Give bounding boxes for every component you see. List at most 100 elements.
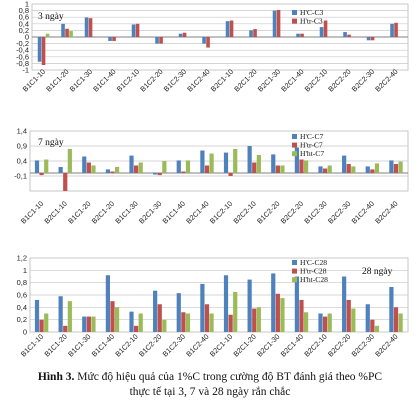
bar-h-tr-c3-b2c1-40 [300, 33, 304, 37]
bar-h-tr-c3-b1c2-30 [182, 32, 187, 37]
x-tick-label: B2C1-30 [256, 67, 282, 93]
bar-h-ht-c28-b2c1-20 [256, 307, 261, 332]
bar-h-c-c28-b1c1-20 [58, 296, 63, 332]
y-tick-label: 0,6 [19, 13, 29, 22]
x-tick-label: B2C2-10 [231, 199, 257, 225]
bar-h-ht-c7-b2c1-10 [67, 149, 72, 173]
y-tick-label: 0 [25, 33, 29, 42]
bar-h-ht-c28-b1c1-10 [44, 313, 49, 332]
x-tick-label: B2C2-40 [373, 332, 399, 358]
bar-h-c-c28-b2c1-40 [294, 276, 299, 332]
x-tick-label: B2C1-30 [255, 332, 281, 358]
bar-h-c-c3-b1c1-40 [108, 37, 112, 41]
legend-label: H'tr-C28 [300, 267, 327, 276]
bar-h-c-c3-b1c1-20 [61, 23, 65, 37]
y-tick-label: 0,2 [19, 26, 29, 35]
x-tick-label: B1C2-40 [350, 199, 376, 225]
bar-h-ht-c28-b2c2-10 [327, 313, 332, 332]
x-tick-label: B1C2-20 [255, 199, 281, 225]
bar-h-tr-c7-b2c2-40 [393, 164, 399, 173]
x-tick-label: B2C1-20 [90, 199, 116, 225]
x-tick-label: B2C1-20 [232, 67, 258, 93]
legend-label: H'ht-C28 [300, 275, 328, 284]
bar-h-tr-c7-b2c1-20 [110, 171, 115, 173]
y-tick-label: 0 [23, 328, 27, 337]
legend-label: H'tr-C7 [300, 141, 323, 150]
x-tick-label: B2C1-10 [208, 332, 234, 358]
bar-h-tr-c28-b1c1-20 [63, 325, 68, 332]
y-tick-label: 1 [25, 0, 29, 9]
bar-h-tr-c7-b1c1-20 [86, 162, 91, 173]
legend-label: H'C-C3 [300, 8, 324, 17]
bar-h-c-c7-b1c2-20 [271, 154, 276, 173]
bar-h-tr-c28-b1c2-40 [204, 304, 210, 332]
x-tick-label: B1C1-30 [113, 199, 139, 225]
y-tick-label: -0,1 [14, 172, 27, 181]
legend-swatch [292, 277, 297, 283]
legend-swatch [292, 18, 297, 24]
bar-h-ht-c28-b1c1-30 [91, 316, 96, 332]
bar-h-c-c7-b1c1-20 [82, 156, 87, 173]
x-tick-label: B2C1-10 [209, 67, 235, 93]
bar-h-tr-c7-b2c1-40 [204, 165, 210, 173]
x-tick-label: B1C2-10 [115, 67, 141, 93]
x-tick-label: B1C2-30 [302, 199, 328, 225]
x-tick-label: B2C2-30 [326, 199, 352, 225]
chart-3-days: -1-0,8-0,6-0,4-0,200,20,40,60,81B1C1-10B… [16, 0, 409, 93]
legend-swatch [292, 151, 297, 157]
x-tick-label: B2C2-10 [302, 332, 328, 358]
bar-h-ht-c28-b2c2-30 [374, 325, 380, 332]
bar-h-c-c7-b2c1-40 [200, 150, 205, 173]
bar-h-tr-c3-b1c2-10 [135, 23, 140, 37]
bar-h-tr-c3-b1c2-20 [159, 37, 163, 44]
x-tick-label: B2C1-30 [137, 199, 163, 225]
bar-h-c-c7-b2c1-30 [153, 173, 158, 175]
legend-label: H'tr-C3 [300, 17, 323, 26]
x-tick-label: B2C2-30 [350, 67, 376, 93]
chart-title: 28 ngày [362, 267, 393, 277]
y-tick-label: 0,8 [19, 6, 29, 15]
bar-h-ht-c7-b2c1-20 [114, 167, 120, 173]
x-tick-label: B1C2-10 [113, 332, 139, 358]
bar-h-c-c3-b1c2-30 [178, 33, 183, 37]
y-tick-label: -0,6 [16, 52, 29, 61]
bar-h-c-c3-b2c1-30 [272, 10, 277, 37]
y-tick-label: 0,6 [17, 291, 27, 300]
bar-h-tr-c3-b1c1-10 [41, 37, 46, 66]
bar-h-c-c28-b1c1-10 [34, 299, 40, 332]
bar-h-c-c3-b2c1-10 [225, 21, 230, 37]
legend-swatch [292, 142, 297, 148]
bar-h-tr-c7-b1c1-30 [134, 165, 139, 173]
bar-h-ht-c7-b1c1-10 [44, 159, 49, 173]
bar-h-tr-c28-b2c1-30 [275, 293, 280, 332]
chart-panel-3-days: -1 -0,8 -0,6 -0,4 -0,2 0 0,2 0,4 0,6 0,8 1 B1C1-10 B… [0, 0, 420, 126]
bar-h-ht-c7-b2c1-30 [162, 161, 167, 173]
x-tick-label: B1C1-20 [44, 67, 70, 93]
bar-h-c-c28-b2c1-20 [247, 279, 252, 332]
bar-h-tr-c3-b2c2-40 [394, 22, 398, 37]
bar-h-c-c28-b1c2-20 [153, 290, 158, 332]
x-tick-label: B1C2-40 [185, 67, 211, 93]
x-tick-label: B1C2-20 [138, 67, 164, 93]
x-tick-label: B2C2-10 [303, 67, 329, 93]
bar-h-ht-c28-b2c1-10 [233, 291, 238, 332]
bar-h-ht-c7-b1c1-40 [185, 160, 191, 173]
y-tick-label: 1 [23, 266, 27, 275]
y-tick-label: 1,4 [17, 127, 27, 136]
legend-swatch [292, 268, 297, 274]
bar-h-c-c7-b2c2-30 [342, 155, 347, 173]
bar-h-tr-c7-b2c2-30 [346, 164, 351, 173]
bar-h-tr-c7-b1c1-40 [181, 171, 186, 173]
bar-h-tr-c28-b2c2-10 [323, 316, 328, 332]
bar-h-ht-c28-b1c2-20 [162, 319, 167, 332]
bar-h-c-c7-b2c2-20 [294, 147, 299, 173]
legend-swatch [292, 10, 297, 15]
bar-h-tr-c7-b1c2-40 [370, 169, 375, 173]
x-tick-label: B2C1-40 [279, 332, 305, 358]
x-tick-label: B2C1-40 [279, 67, 305, 93]
y-tick-label: 0,8 [17, 278, 27, 287]
x-tick-label: B2C1-20 [231, 332, 257, 358]
bar-h-c-c28-b1c2-10 [129, 311, 134, 332]
bar-h-tr-c3-b1c1-40 [112, 37, 116, 41]
legend-label: H'ht-C7 [300, 149, 324, 158]
